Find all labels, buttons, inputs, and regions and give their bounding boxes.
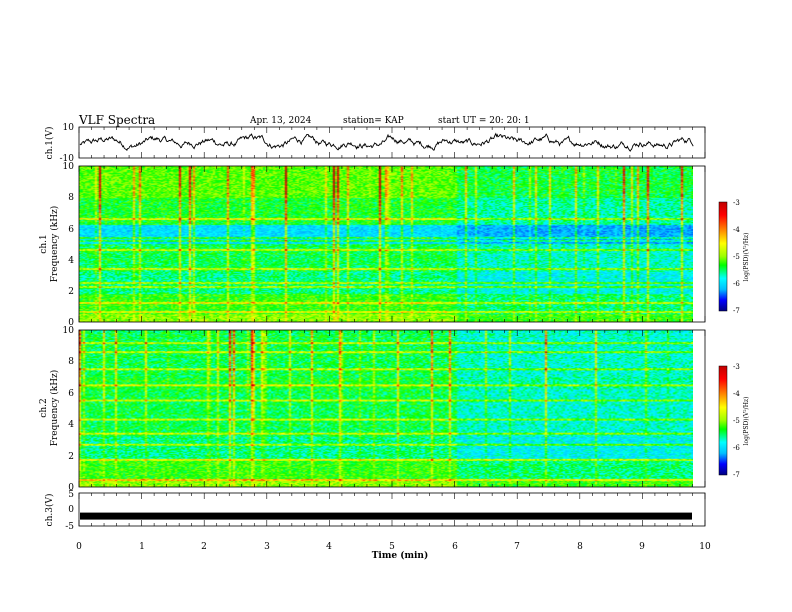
cb2-tick-m3: -3: [733, 363, 740, 371]
ch1-waveform-ylabel: ch.1(V): [44, 127, 55, 160]
ch1-waveform-panel: 10 -10 ch.1(V): [44, 123, 706, 164]
station-label: station= KAP: [343, 116, 404, 126]
time-tick-3: 3: [264, 542, 270, 552]
ch2-spectrogram-image: [79, 330, 693, 487]
ch1-spectrogram-image: [79, 166, 693, 322]
ch1-freq-tick-2: 2: [68, 287, 74, 297]
ch3-ylabel: ch.3(V): [44, 494, 55, 527]
cb1-tick-m4: -4: [733, 226, 740, 234]
ch2-freq-tick-10: 10: [63, 326, 75, 336]
ch1-spectrogram-ticks: [78, 166, 706, 322]
ch2-freq-tick-2: 2: [68, 452, 74, 462]
ch3-ytick-m5: -5: [65, 522, 74, 532]
ch2-spectrogram-panel: 0 2 4 6 8 10 ch.2 Frequency (kHz) -3 -4 …: [39, 326, 750, 493]
date-label: Apr. 13, 2024: [249, 116, 312, 126]
ch1-spectrogram-panel: 0 2 4 6 8 10 ch.1 Frequency (kHz) -3 -4 …: [39, 162, 750, 328]
cb1-tick-m5: -5: [733, 253, 740, 261]
time-tick-5: 5: [389, 542, 395, 552]
time-tick-8: 8: [577, 542, 583, 552]
ch1-frequency-ylabel: Frequency (kHz): [49, 206, 60, 283]
ch1-freq-ticklabels: 0 2 4 6 8 10: [63, 162, 75, 328]
ch2-freq-tick-4: 4: [68, 420, 74, 430]
ch2-spectrogram-ticks: [78, 330, 706, 487]
cb2-tick-m4: -4: [733, 390, 740, 398]
cb2-label: log(PSD)(V²/Hz): [743, 397, 750, 446]
ch3-signal-bar: [80, 512, 692, 520]
time-tick-10: 10: [699, 542, 711, 552]
cb2-tick-m5: -5: [733, 417, 740, 425]
ch1-channel-label: ch.1: [39, 234, 49, 253]
time-tick-6: 6: [452, 542, 458, 552]
ch1-waveform-trace: [79, 132, 694, 152]
ch1-freq-tick-6: 6: [68, 225, 74, 235]
cb2-tick-m7: -7: [733, 471, 740, 479]
ch3-panel: 5 0 -5 ch.3(V): [44, 490, 706, 532]
ch1-freq-tick-8: 8: [68, 193, 74, 203]
ch1-freq-tick-0: 0: [68, 318, 74, 328]
ch2-freq-tick-6: 6: [68, 389, 74, 399]
ch3-ticks: [78, 493, 706, 526]
cb1-tick-m7: -7: [733, 307, 740, 315]
time-axis: 0 1 2 3 4 5 6 7 8 9 10 Time (min): [76, 542, 711, 561]
time-tick-2: 2: [201, 542, 207, 552]
ch2-frequency-ylabel: Frequency (kHz): [49, 370, 60, 447]
cb2-tick-m6: -6: [733, 444, 740, 452]
ch3-ytick-5: 5: [68, 490, 74, 500]
ch1-freq-tick-4: 4: [68, 256, 74, 266]
ch2-channel-label: ch.2: [39, 398, 49, 417]
ch3-ytick-0: 0: [68, 505, 74, 515]
time-tick-7: 7: [514, 542, 520, 552]
ch2-colorbar: [718, 365, 728, 476]
ch2-freq-tick-8: 8: [68, 357, 74, 367]
cb1-tick-m3: -3: [733, 199, 740, 207]
ch1-ytick-bottom: -10: [60, 154, 75, 164]
ch1-colorbar: [718, 201, 728, 312]
cb1-label: log(PSD)(V²/Hz): [743, 233, 750, 282]
time-tick-0: 0: [76, 542, 82, 552]
ch1-ytick-top: 10: [63, 123, 75, 133]
cb1-tick-m6: -6: [733, 280, 740, 288]
time-tick-4: 4: [326, 542, 332, 552]
ch1-waveform-ticks: [78, 127, 706, 158]
time-tick-1: 1: [139, 542, 145, 552]
time-tick-9: 9: [639, 542, 645, 552]
figure-title: VLF Spectra: [78, 113, 155, 127]
ch2-freq-tick-0: 0: [68, 483, 74, 493]
start-ut-label: start UT = 20: 20: 1: [438, 116, 530, 126]
ch2-freq-ticklabels: 0 2 4 6 8 10: [63, 326, 75, 493]
time-axis-label: Time (min): [372, 550, 429, 561]
ch1-freq-tick-10: 10: [63, 162, 75, 172]
